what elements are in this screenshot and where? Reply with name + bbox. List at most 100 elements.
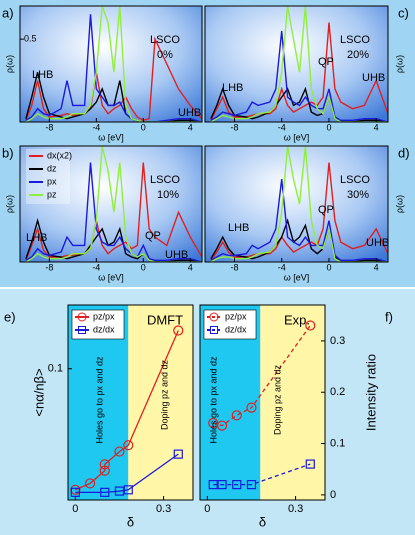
x-tick-label: -4 — [278, 262, 286, 272]
marker — [100, 487, 110, 497]
panel-letter: e) — [4, 309, 16, 324]
legend-marker — [77, 312, 87, 322]
annotation: Doping pz and dz — [159, 359, 169, 430]
legend-label: pz/px — [93, 311, 115, 321]
marker — [217, 480, 227, 490]
y-axis-label: <nα/nβ> — [31, 368, 46, 416]
x-tick-label: 0.3 — [156, 503, 171, 515]
marker — [208, 480, 218, 490]
series-line — [25, 162, 202, 262]
x-tick-label: 4 — [188, 262, 193, 272]
panel-letter: b) — [2, 145, 14, 160]
x-tick-label: 4 — [374, 262, 379, 272]
plot-background — [205, 6, 388, 122]
y-tick-label: 0.1 — [330, 437, 345, 449]
legend-marker — [210, 326, 218, 334]
panel-letter: d) — [398, 145, 410, 160]
annotation: LHB — [222, 82, 243, 94]
x-tick-label: 0 — [72, 503, 78, 515]
legend-label: dz — [47, 163, 57, 173]
x-axis-label: δ — [127, 514, 134, 529]
plot-background — [20, 146, 202, 262]
x-tick-label: 0 — [204, 503, 210, 515]
series-line — [25, 162, 202, 261]
legend-label: dz/dx — [93, 324, 115, 334]
x-axis-label: ω [eV] — [98, 272, 124, 282]
plot-frame — [67, 304, 194, 501]
plot-lines — [213, 325, 311, 486]
chart-title: Exp. — [284, 312, 310, 327]
marker — [114, 486, 125, 496]
series-line — [210, 22, 388, 121]
series-line — [75, 453, 179, 494]
annotation: QP — [145, 230, 161, 242]
marker — [114, 446, 125, 457]
x-tick-label: -4 — [92, 122, 100, 132]
y-axis-label: ρ(ω) — [4, 195, 14, 213]
annotation: UHB — [366, 237, 389, 249]
annotation: LSCO — [150, 34, 180, 46]
plot-frame — [199, 304, 326, 501]
annotation: QP — [318, 204, 334, 216]
annotation: LHB — [228, 222, 249, 234]
legend-label: px — [47, 176, 57, 186]
legend-marker — [209, 312, 219, 322]
x-axis-label: δ — [259, 514, 266, 529]
chart-title: DMFT — [147, 312, 183, 327]
marker — [246, 480, 257, 490]
legend-box — [203, 309, 257, 340]
annotation: LHB — [26, 232, 47, 244]
series-line — [213, 325, 311, 427]
y-tick-label: 0.3 — [330, 335, 345, 347]
annotation: Doping pz and dz — [272, 364, 282, 435]
marker — [173, 325, 184, 336]
x-tick-label: 4 — [188, 122, 193, 132]
marker — [99, 465, 110, 476]
annotation: UHB — [178, 107, 201, 119]
series-line — [25, 36, 202, 122]
x-tick-label: 0 — [326, 262, 331, 272]
annotation: LSCO — [150, 174, 180, 186]
x-tick-label: 0 — [326, 122, 331, 132]
legend-label: dx(x2) — [47, 150, 72, 160]
annotation: Holes go to px and dz — [208, 356, 218, 444]
marker — [246, 402, 257, 413]
y-tick-label: 0 — [330, 489, 336, 501]
plot-frame — [204, 5, 389, 123]
x-axis-label: ω [eV] — [98, 132, 124, 142]
series-line — [210, 179, 388, 262]
x-tick-label: -4 — [92, 262, 100, 272]
x-tick-label: 0.3 — [288, 503, 303, 515]
marker — [173, 449, 183, 459]
x-tick-label: 4 — [374, 122, 379, 132]
marker — [99, 459, 110, 470]
series-line — [210, 30, 388, 122]
x-axis-label: ω [eV] — [284, 132, 310, 142]
plot-frame — [19, 5, 203, 123]
legend-marker — [78, 326, 86, 334]
y-axis-label: ρ(ω) — [394, 195, 404, 213]
marker — [231, 410, 242, 421]
marker — [305, 459, 315, 469]
x-tick-label: -8 — [45, 262, 53, 272]
x-tick-label: -8 — [231, 262, 239, 272]
marker — [216, 420, 228, 431]
x-tick-label: -4 — [278, 122, 286, 132]
panel-letter: f) — [385, 309, 393, 324]
annotation: 20% — [347, 49, 369, 61]
legend-label: pz/px — [225, 311, 247, 321]
x-tick-label: 0 — [141, 262, 146, 272]
plot-lines — [25, 146, 202, 262]
annotation: UHB — [362, 72, 385, 84]
annotation: LHB — [32, 69, 53, 81]
marker — [305, 320, 316, 331]
y-axis-label: ρ(ω) — [394, 55, 404, 73]
plot-background — [20, 6, 202, 122]
annotation: LSCO — [340, 34, 370, 46]
marker — [123, 440, 134, 451]
plot-frame — [19, 145, 203, 263]
annotation: Holes go to px and dz — [94, 356, 104, 444]
y-tick-label: 0.1 — [48, 363, 63, 375]
marker — [70, 487, 80, 497]
